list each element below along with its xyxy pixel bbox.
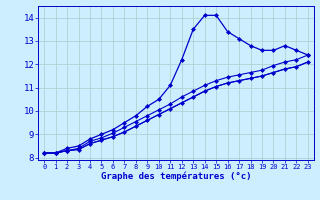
X-axis label: Graphe des températures (°c): Graphe des températures (°c) — [101, 172, 251, 181]
